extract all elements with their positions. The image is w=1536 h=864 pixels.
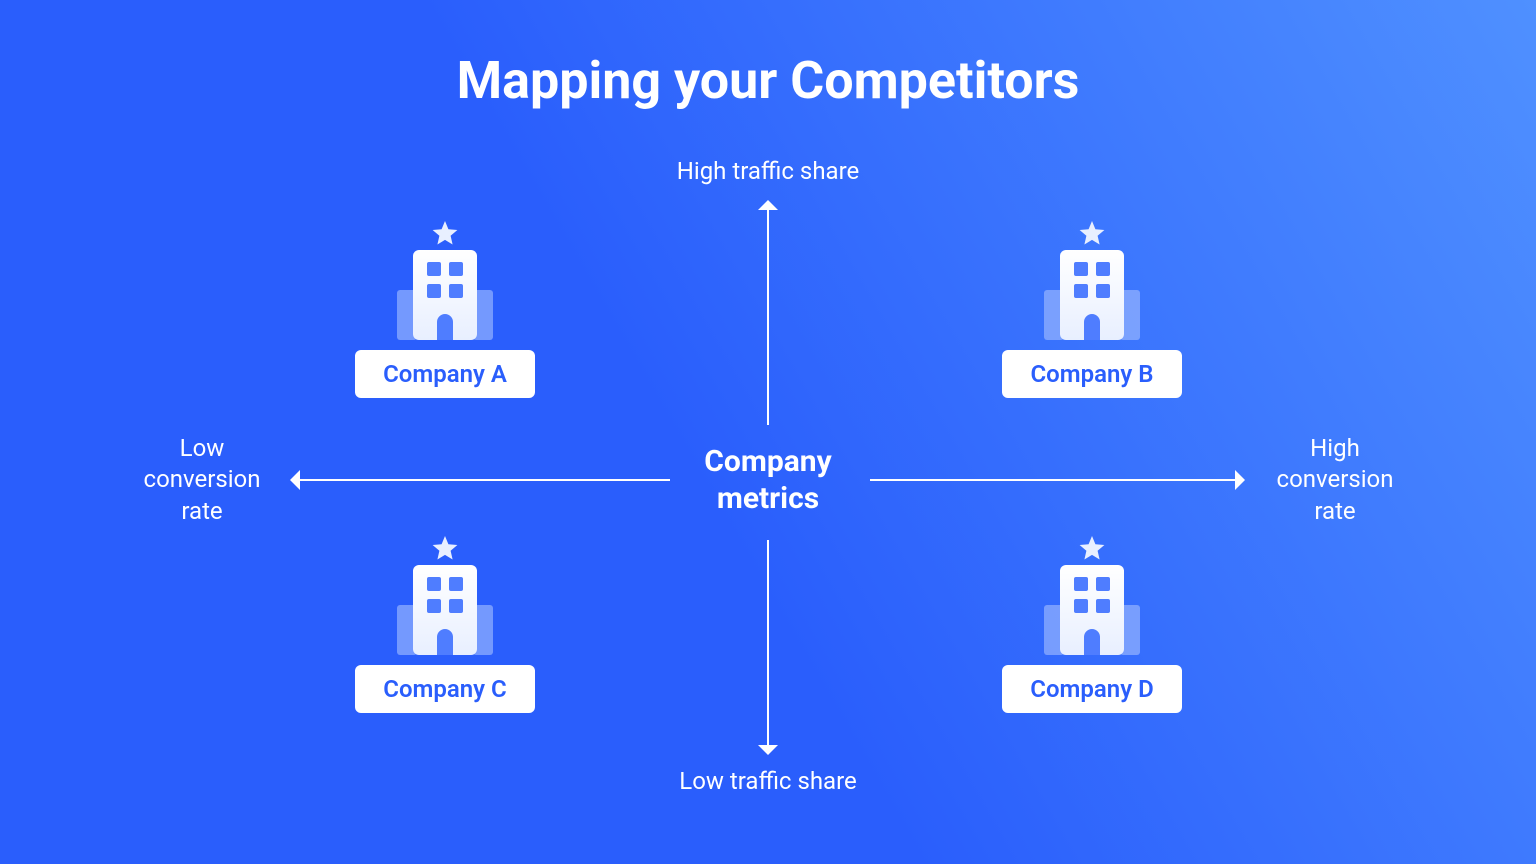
axis-label-right: High conversion rate — [1225, 433, 1445, 527]
competitor-card-d: Company D — [962, 525, 1222, 713]
building-icon — [1032, 525, 1152, 655]
axis-arrow-line — [767, 540, 769, 745]
center-label-line1: Company — [704, 444, 831, 479]
building-icon — [1032, 210, 1152, 340]
competitor-label: Company B — [1002, 350, 1181, 398]
axis-label-top: High traffic share — [658, 156, 878, 187]
center-label-line2: metrics — [717, 481, 819, 516]
page-title: Mapping your Competitors — [0, 50, 1536, 111]
axis-arrow-line — [300, 479, 670, 481]
competitor-card-c: Company C — [315, 525, 575, 713]
diagram-canvas: Mapping your Competitors Company metrics… — [0, 0, 1536, 864]
axis-arrow-line — [870, 479, 1235, 481]
axis-arrow-head — [758, 745, 778, 755]
axis-label-left: Low conversion rate — [92, 433, 312, 527]
building-icon — [385, 525, 505, 655]
axis-arrow-head — [758, 200, 778, 210]
competitor-card-b: Company B — [962, 210, 1222, 398]
center-label: Company metrics — [648, 443, 888, 518]
building-icon — [385, 210, 505, 340]
competitor-label: Company D — [1002, 665, 1181, 713]
axis-arrow-line — [767, 210, 769, 425]
competitor-label: Company C — [355, 665, 535, 713]
competitor-card-a: Company A — [315, 210, 575, 398]
axis-label-bottom: Low traffic share — [658, 766, 878, 797]
competitor-label: Company A — [355, 350, 535, 398]
